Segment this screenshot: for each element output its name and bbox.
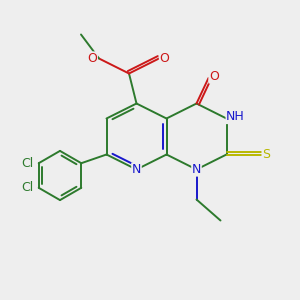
Text: NH: NH xyxy=(226,110,245,124)
Text: O: O xyxy=(88,52,97,65)
Text: N: N xyxy=(192,163,201,176)
Text: N: N xyxy=(132,163,141,176)
Text: O: O xyxy=(209,70,219,83)
Text: Cl: Cl xyxy=(21,157,33,170)
Text: S: S xyxy=(262,148,270,161)
Text: O: O xyxy=(160,52,169,65)
Text: Cl: Cl xyxy=(21,181,33,194)
